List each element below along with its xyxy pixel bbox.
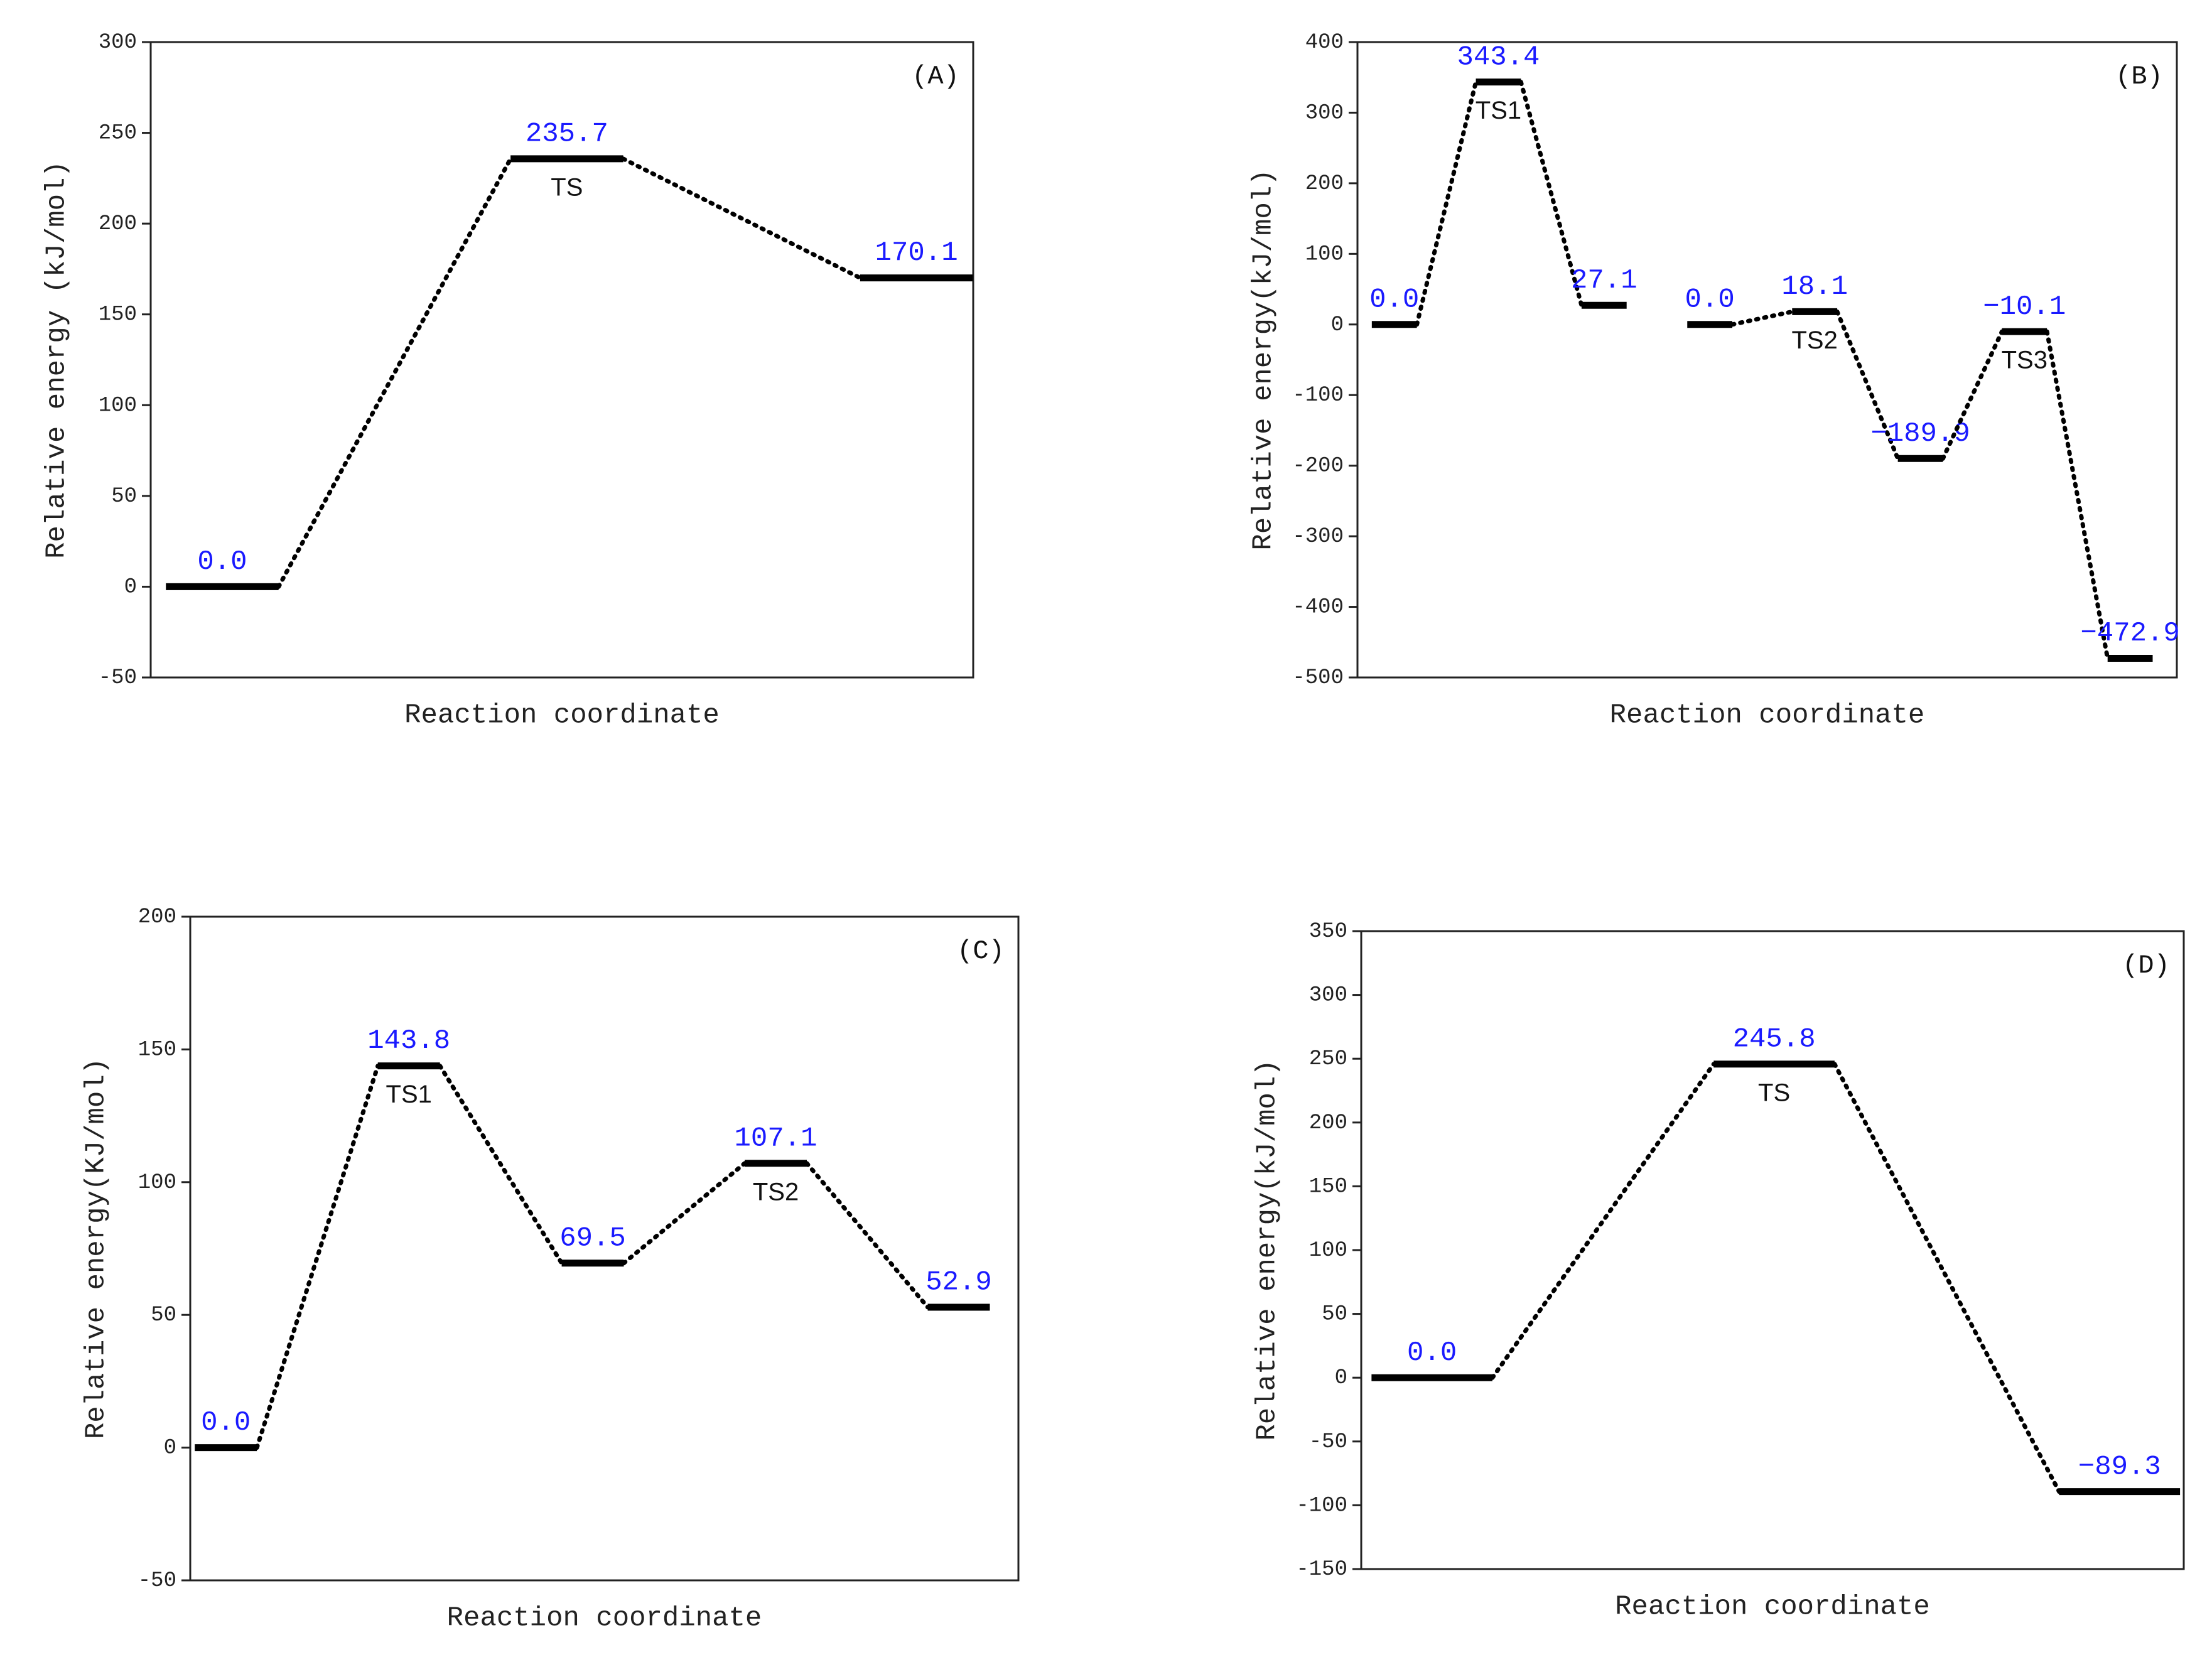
- plot-frame: [149, 41, 974, 679]
- y-axis-label: Relative energy(kJ/mol): [1248, 169, 1280, 550]
- y-tick-label: 100: [99, 394, 137, 418]
- value-label: 343.4: [1457, 41, 1540, 73]
- value-label: −89.3: [2078, 1451, 2161, 1482]
- y-tick-label: 0: [1331, 313, 1344, 337]
- y-axis-label: Relative energy (kJ/mol): [41, 161, 73, 559]
- connector: [438, 1064, 564, 1266]
- x-axis-label: Reaction coordinate: [1615, 1592, 1930, 1623]
- y-tick-label: 0: [1335, 1366, 1347, 1390]
- y-tick-label: -500: [1292, 666, 1344, 690]
- y-tick-label: 300: [1309, 984, 1347, 1008]
- value-label: 235.7: [526, 119, 608, 150]
- connector: [621, 1161, 747, 1266]
- value-label: 0.0: [197, 546, 247, 578]
- y-tick-label: -150: [1296, 1558, 1347, 1582]
- y-tick-label: 200: [1309, 1111, 1347, 1135]
- plot-frame: [189, 915, 1020, 1582]
- value-label: 0.0: [201, 1407, 251, 1438]
- y-tick-label: -50: [99, 666, 137, 690]
- panel-label: (C): [957, 936, 1005, 966]
- y-tick-label: 250: [99, 122, 137, 146]
- y-axis-label: Relative energy(KJ/mol): [81, 1058, 112, 1439]
- y-tick-label: -400: [1292, 596, 1344, 620]
- state-label: TS2: [1792, 326, 1838, 354]
- x-axis-label: Reaction coordinate: [447, 1603, 762, 1634]
- y-tick-label: -300: [1292, 525, 1344, 549]
- plot-frame: [1356, 41, 2178, 679]
- connector: [1832, 1062, 2062, 1494]
- y-tick-label: 0: [164, 1437, 176, 1460]
- y-tick-label: -50: [1309, 1430, 1347, 1454]
- connector: [276, 156, 513, 589]
- state-label: TS: [551, 173, 583, 201]
- connector: [2044, 329, 2110, 661]
- value-label: −10.1: [1983, 291, 2066, 323]
- state-label: TS: [1758, 1079, 1790, 1106]
- connector: [1415, 80, 1479, 327]
- y-tick-label: 50: [111, 485, 137, 509]
- panel-label: (A): [912, 62, 959, 92]
- connector: [804, 1161, 931, 1310]
- value-label: 27.1: [1571, 265, 1637, 296]
- y-tick-label: -200: [1292, 455, 1344, 478]
- y-tick-label: 100: [138, 1171, 176, 1195]
- panel-label: (B): [2115, 62, 2163, 92]
- value-label: 52.9: [925, 1267, 992, 1298]
- x-axis-label: Reaction coordinate: [1610, 700, 1925, 731]
- y-tick-label: 350: [1309, 920, 1347, 944]
- state-label: TS3: [2002, 347, 2047, 374]
- y-tick-label: 200: [1305, 172, 1344, 196]
- connector: [1490, 1062, 1716, 1380]
- value-label: 143.8: [367, 1025, 450, 1057]
- y-tick-label: 300: [1305, 101, 1344, 125]
- y-tick-label: 300: [99, 31, 137, 55]
- y-tick-label: 400: [1305, 31, 1344, 55]
- state-label: TS1: [1476, 97, 1521, 124]
- state-label: TS1: [386, 1081, 432, 1108]
- connector: [1730, 309, 1794, 327]
- y-tick-label: 200: [99, 212, 137, 236]
- connector: [621, 156, 863, 281]
- y-tick-label: 50: [151, 1303, 176, 1327]
- y-tick-label: -100: [1296, 1494, 1347, 1518]
- value-label: 18.1: [1781, 271, 1848, 303]
- value-label: 0.0: [1685, 284, 1735, 315]
- y-tick-label: -50: [138, 1569, 176, 1593]
- x-axis-label: Reaction coordinate: [404, 700, 720, 731]
- y-tick-label: 200: [138, 905, 176, 929]
- value-label: 245.8: [1733, 1023, 1816, 1055]
- y-tick-label: 50: [1322, 1303, 1347, 1327]
- value-label: 0.0: [1407, 1337, 1457, 1369]
- value-label: 107.1: [735, 1123, 817, 1154]
- connector: [254, 1064, 380, 1450]
- value-label: 69.5: [559, 1222, 626, 1254]
- y-tick-label: 250: [1309, 1047, 1347, 1071]
- value-label: 0.0: [1369, 284, 1419, 315]
- connector: [1518, 80, 1584, 308]
- y-tick-label: -100: [1292, 384, 1344, 407]
- y-axis-label: Relative energy(kJ/mol): [1252, 1059, 1283, 1440]
- y-tick-label: 100: [1305, 242, 1344, 266]
- value-label: 170.1: [875, 237, 958, 269]
- connector: [1940, 329, 2004, 461]
- y-tick-label: 150: [99, 303, 137, 327]
- y-tick-label: 100: [1309, 1239, 1347, 1263]
- value-label: −472.9: [2080, 618, 2179, 649]
- y-tick-label: 0: [124, 575, 137, 599]
- connector: [1835, 309, 1901, 461]
- state-label: TS2: [753, 1178, 799, 1206]
- panel-label: (D): [2122, 951, 2170, 981]
- y-tick-label: 150: [1309, 1175, 1347, 1199]
- y-tick-label: 150: [138, 1038, 176, 1062]
